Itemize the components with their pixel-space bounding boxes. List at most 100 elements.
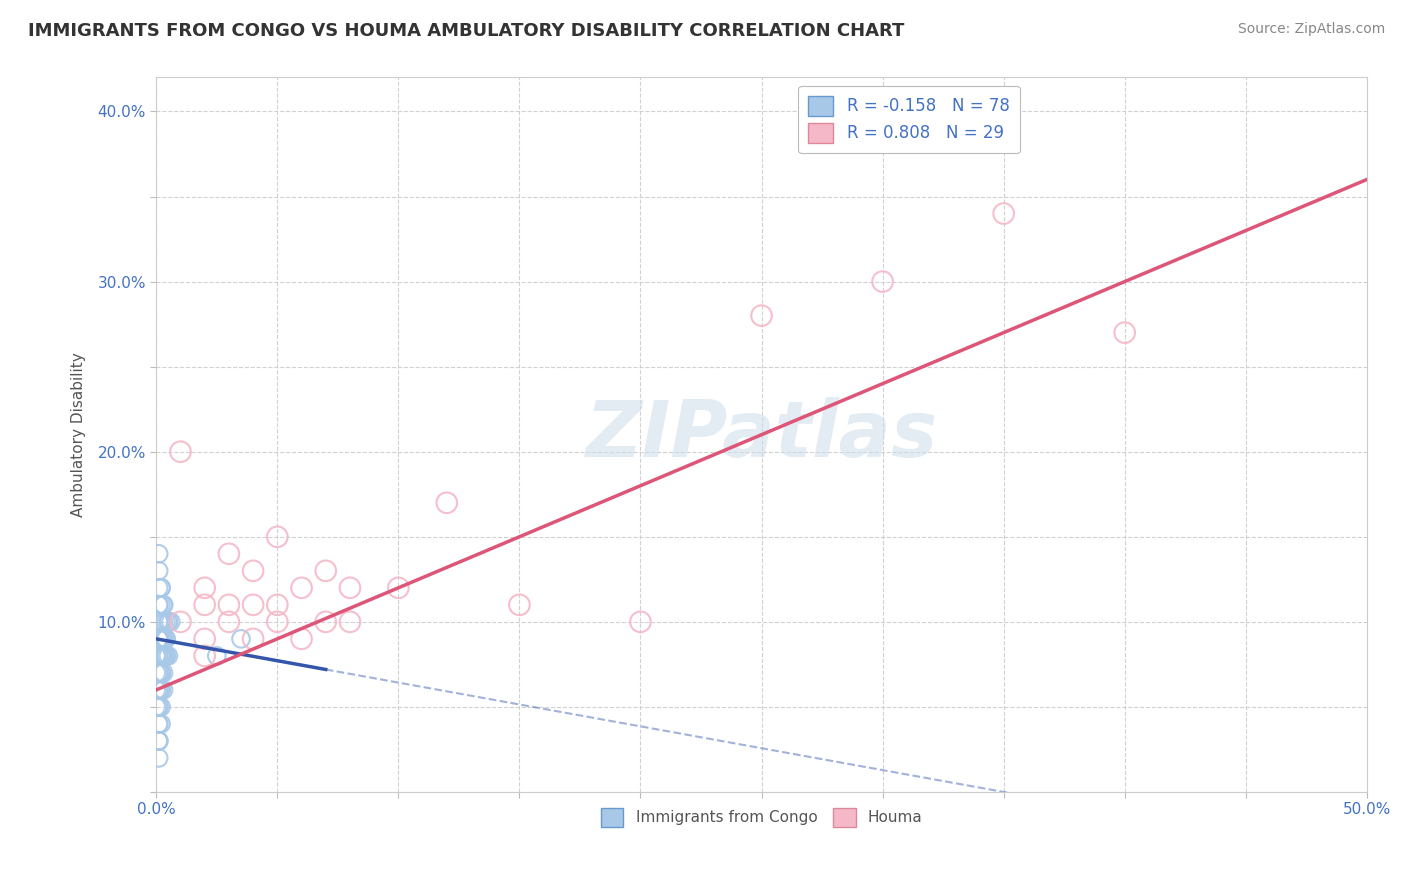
Point [148,682,170,697]
Point [152,648,174,663]
Point [152,648,174,663]
Point [150,665,173,680]
Point [148,648,170,663]
Point [150,615,173,629]
Point [150,717,173,731]
Point [150,632,173,646]
Point [290,632,312,646]
Point [150,598,173,612]
Point [266,598,288,612]
Point [148,699,170,714]
Point [150,581,173,595]
Point [194,632,217,646]
Point [169,444,191,458]
Point [159,615,181,629]
Point [751,309,773,323]
Point [150,615,173,629]
Point [148,734,170,748]
Point [436,496,458,510]
Point [145,699,167,714]
Point [150,682,173,697]
Point [152,682,174,697]
Point [148,665,170,680]
Point [339,581,361,595]
Point [150,665,173,680]
Point [194,581,217,595]
Point [155,632,177,646]
Point [148,734,170,748]
Point [152,632,174,646]
Point [242,632,264,646]
Point [152,632,174,646]
Point [872,275,894,289]
Point [218,547,240,561]
Point [194,598,217,612]
Y-axis label: Ambulatory Disability: Ambulatory Disability [72,352,86,517]
Point [148,581,170,595]
Point [155,648,177,663]
Point [152,648,174,663]
Point [387,581,409,595]
Point [266,615,288,629]
Point [229,632,252,646]
Point [145,648,167,663]
Point [148,632,170,646]
Point [152,648,174,663]
Point [148,547,170,561]
Point [148,717,170,731]
Point [148,632,170,646]
Point [266,530,288,544]
Point [150,682,173,697]
Point [148,632,170,646]
Point [155,648,177,663]
Point [157,615,180,629]
Point [993,206,1015,220]
Point [169,615,191,629]
Point [150,699,173,714]
Point [148,615,170,629]
Point [155,648,177,663]
Legend: Immigrants from Congo, Houma: Immigrants from Congo, Houma [593,800,931,834]
Point [148,665,170,680]
Point [150,615,173,629]
Point [150,665,173,680]
Point [630,615,652,629]
Point [205,648,228,663]
Text: IMMIGRANTS FROM CONGO VS HOUMA AMBULATORY DISABILITY CORRELATION CHART: IMMIGRANTS FROM CONGO VS HOUMA AMBULATOR… [28,22,904,40]
Point [148,751,170,765]
Point [242,598,264,612]
Point [148,648,170,663]
Point [242,564,264,578]
Point [148,598,170,612]
Point [148,665,170,680]
Point [145,682,167,697]
Point [152,598,174,612]
Point [218,598,240,612]
Point [150,632,173,646]
Point [145,648,167,663]
Point [218,615,240,629]
Point [157,648,180,663]
Point [148,598,170,612]
Point [150,648,173,663]
Point [148,615,170,629]
Point [155,615,177,629]
Text: ZIPatlas: ZIPatlas [585,397,938,473]
Point [339,615,361,629]
Point [152,615,174,629]
Point [194,648,217,663]
Point [152,665,174,680]
Point [315,564,337,578]
Point [155,632,177,646]
Point [152,598,174,612]
Point [150,648,173,663]
Point [290,581,312,595]
Point [148,632,170,646]
Point [148,632,170,646]
Point [148,699,170,714]
Point [157,615,180,629]
Point [148,717,170,731]
Point [150,665,173,680]
Point [152,632,174,646]
Point [508,598,530,612]
